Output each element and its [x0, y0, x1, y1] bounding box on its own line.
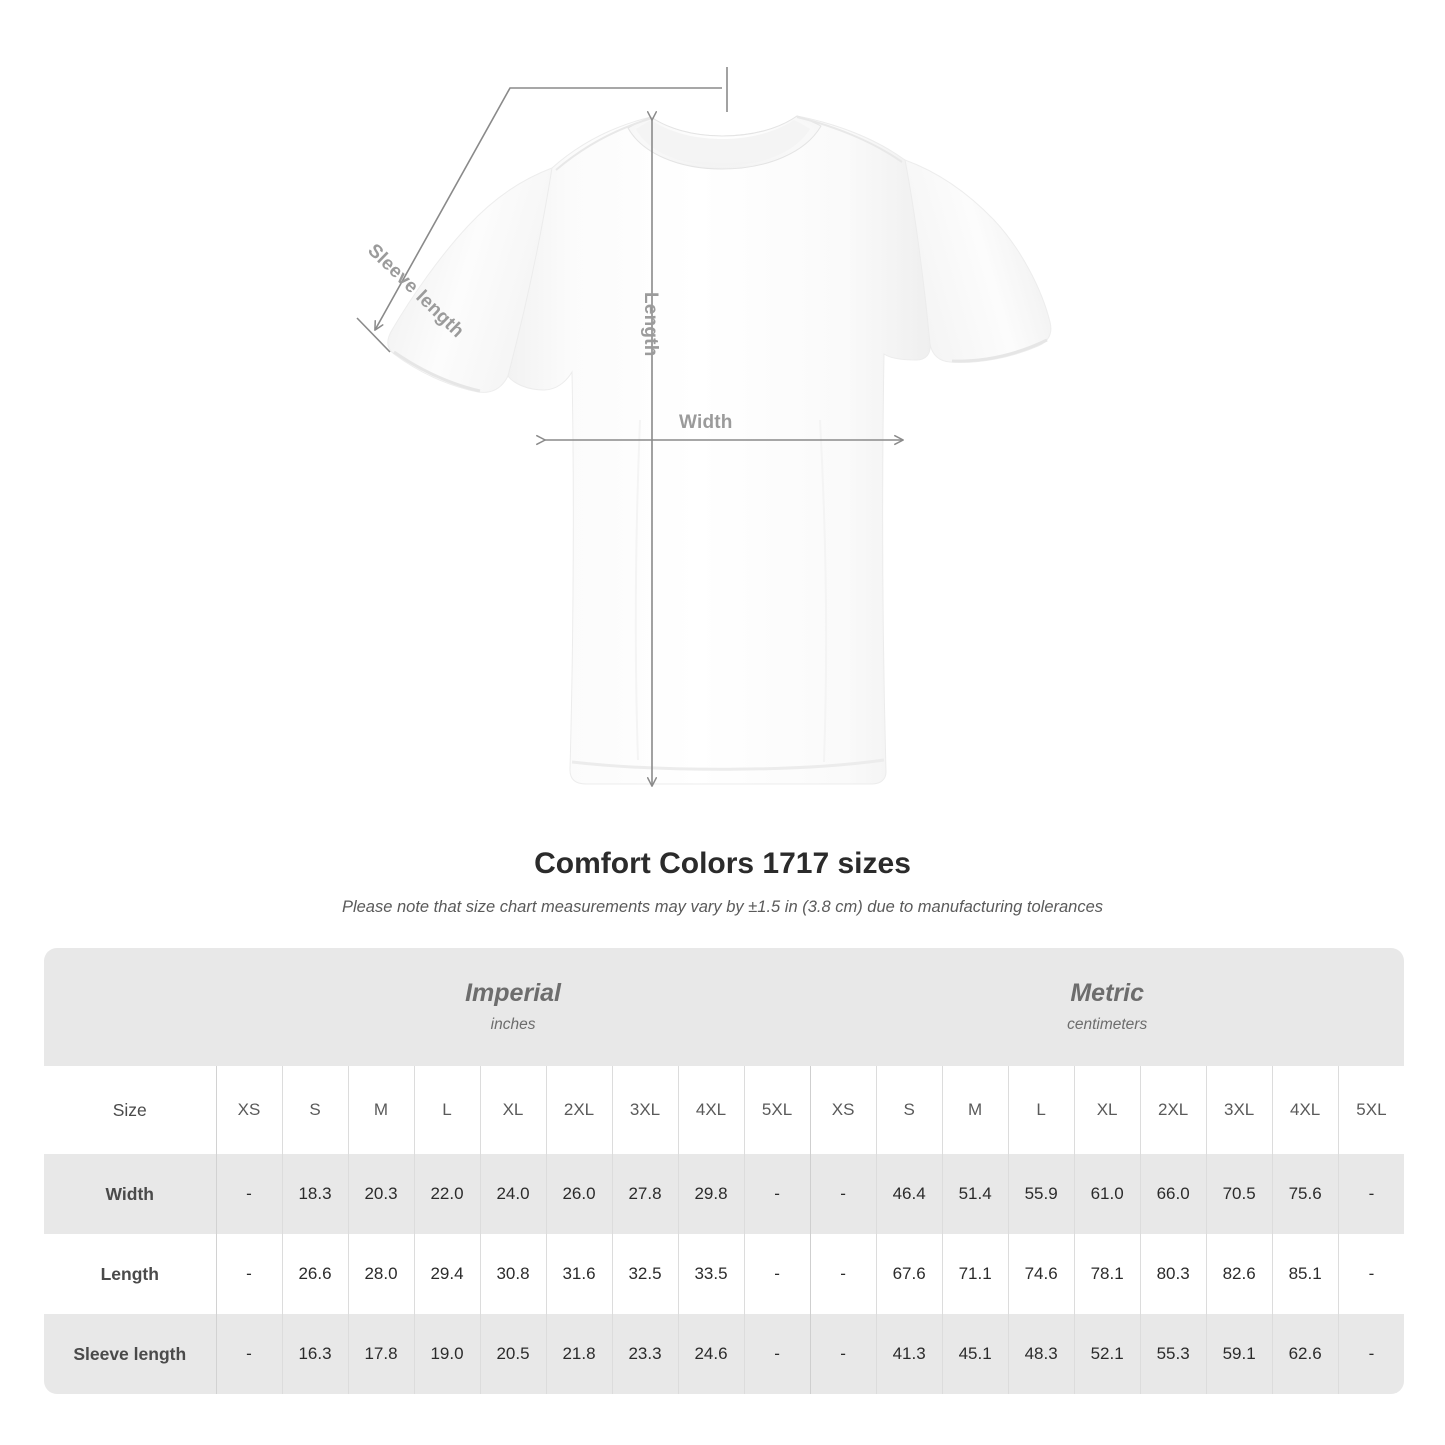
size-column-header: Size	[44, 1066, 216, 1154]
header-cell-imperial-s: S	[281, 1066, 348, 1154]
header-cell-metric-xs: XS	[809, 1066, 877, 1154]
header-cell-metric-5xl: 5XL	[1337, 1066, 1405, 1154]
cell-width-imperial-m: 20.3	[347, 1154, 414, 1234]
header-cell-metric-4xl: 4XL	[1271, 1066, 1339, 1154]
header-cell-imperial-2xl: 2XL	[545, 1066, 612, 1154]
header-cell-metric-m: M	[941, 1066, 1009, 1154]
cell-sleeve-imperial-3xl: 23.3	[611, 1314, 678, 1394]
cell-sleeve-metric-m: 45.1	[941, 1314, 1009, 1394]
cell-sleeve-imperial-m: 17.8	[347, 1314, 414, 1394]
header-cell-imperial-m: M	[347, 1066, 414, 1154]
cell-width-imperial-s: 18.3	[281, 1154, 348, 1234]
cell-length-metric-3xl: 82.6	[1205, 1234, 1273, 1314]
tshirt-illustration: Sleeve length Length Width	[356, 67, 1052, 787]
cell-length-metric-xs: -	[809, 1234, 877, 1314]
cell-sleeve-metric-s: 41.3	[875, 1314, 943, 1394]
cell-length-imperial-5xl: -	[743, 1234, 811, 1314]
header-cell-metric-2xl: 2XL	[1139, 1066, 1207, 1154]
size-chart-table-wrapper: Imperial inches Metric centimeters Size …	[44, 948, 1405, 1394]
unit-banner-spacer	[44, 948, 216, 1066]
unit-banner-row: Imperial inches Metric centimeters	[44, 948, 1405, 1066]
header-cell-imperial-l: L	[413, 1066, 480, 1154]
title-block: Comfort Colors 1717 sizes Please note th…	[0, 846, 1445, 917]
row-label-width: Width	[44, 1154, 216, 1234]
header-cell-imperial-5xl: 5XL	[743, 1066, 811, 1154]
cell-sleeve-imperial-5xl: -	[743, 1314, 811, 1394]
cell-sleeve-metric-3xl: 59.1	[1205, 1314, 1273, 1394]
cell-length-imperial-m: 28.0	[347, 1234, 414, 1314]
width-annotation-label: Width	[679, 412, 733, 433]
cell-sleeve-metric-2xl: 55.3	[1139, 1314, 1207, 1394]
size-chart-table: Imperial inches Metric centimeters Size …	[44, 948, 1405, 1394]
cell-length-metric-s: 67.6	[875, 1234, 943, 1314]
row-label-length: Length	[44, 1234, 216, 1314]
cell-width-metric-2xl: 66.0	[1139, 1154, 1207, 1234]
header-cell-metric-3xl: 3XL	[1205, 1066, 1273, 1154]
measurement-lines	[356, 67, 904, 787]
cell-width-imperial-5xl: -	[743, 1154, 811, 1234]
cell-width-imperial-xs: -	[215, 1154, 282, 1234]
length-annotation-label: Length	[640, 292, 661, 357]
cell-length-imperial-3xl: 32.5	[611, 1234, 678, 1314]
cell-length-imperial-2xl: 31.6	[545, 1234, 612, 1314]
cell-width-metric-4xl: 75.6	[1271, 1154, 1339, 1234]
cell-sleeve-metric-xl: 52.1	[1073, 1314, 1141, 1394]
page-title: Comfort Colors 1717 sizes	[534, 847, 911, 880]
tolerance-note: Please note that size chart measurements…	[341, 898, 1104, 916]
cell-sleeve-imperial-s: 16.3	[281, 1314, 348, 1394]
cell-width-metric-xl: 61.0	[1073, 1154, 1141, 1234]
cell-width-metric-s: 46.4	[875, 1154, 943, 1234]
cell-width-metric-5xl: -	[1337, 1154, 1405, 1234]
table-row: Length - 26.6 28.0 29.4 30.8 31.6 32.5 3…	[44, 1234, 1405, 1314]
cell-sleeve-imperial-2xl: 21.8	[545, 1314, 612, 1394]
cell-length-metric-4xl: 85.1	[1271, 1234, 1339, 1314]
header-cell-imperial-xs: XS	[215, 1066, 282, 1154]
tshirt-shape	[387, 115, 1052, 785]
cell-length-metric-2xl: 80.3	[1139, 1234, 1207, 1314]
cell-width-metric-xs: -	[809, 1154, 877, 1234]
header-cell-imperial-4xl: 4XL	[677, 1066, 744, 1154]
cell-width-metric-3xl: 70.5	[1205, 1154, 1273, 1234]
cell-width-metric-m: 51.4	[941, 1154, 1009, 1234]
cell-length-metric-xl: 78.1	[1073, 1234, 1141, 1314]
cell-sleeve-imperial-4xl: 24.6	[677, 1314, 744, 1394]
cell-length-metric-l: 74.6	[1007, 1234, 1075, 1314]
cell-length-imperial-xl: 30.8	[479, 1234, 546, 1314]
size-header-row: Size XS S M L XL 2XL 3XL 4XL 5XL XS S M …	[44, 1066, 1405, 1154]
cell-width-imperial-xl: 24.0	[479, 1154, 546, 1234]
cell-length-imperial-l: 29.4	[413, 1234, 480, 1314]
header-cell-imperial-xl: XL	[479, 1066, 546, 1154]
unit-group-imperial: Imperial inches	[216, 948, 811, 1066]
cell-length-metric-5xl: -	[1337, 1234, 1405, 1314]
table-row: Sleeve length - 16.3 17.8 19.0 20.5 21.8…	[44, 1314, 1405, 1394]
header-cell-metric-l: L	[1007, 1066, 1075, 1154]
imperial-unit-name: Imperial	[465, 978, 561, 1007]
cell-width-imperial-2xl: 26.0	[545, 1154, 612, 1234]
cell-sleeve-imperial-l: 19.0	[413, 1314, 480, 1394]
metric-unit-name: Metric	[1070, 978, 1144, 1007]
imperial-unit-sub: inches	[490, 1016, 536, 1034]
cell-length-imperial-4xl: 33.5	[677, 1234, 744, 1314]
header-cell-imperial-3xl: 3XL	[611, 1066, 678, 1154]
cell-sleeve-imperial-xs: -	[215, 1314, 282, 1394]
cell-width-imperial-4xl: 29.8	[677, 1154, 744, 1234]
table-row: Width - 18.3 20.3 22.0 24.0 26.0 27.8 29…	[44, 1154, 1405, 1234]
header-cell-metric-s: S	[875, 1066, 943, 1154]
cell-length-metric-m: 71.1	[941, 1234, 1009, 1314]
cell-width-metric-l: 55.9	[1007, 1154, 1075, 1234]
cell-sleeve-imperial-xl: 20.5	[479, 1314, 546, 1394]
metric-unit-sub: centimeters	[1067, 1016, 1148, 1034]
cell-width-imperial-3xl: 27.8	[611, 1154, 678, 1234]
cell-width-imperial-l: 22.0	[413, 1154, 480, 1234]
row-label-sleeve-length: Sleeve length	[44, 1314, 216, 1394]
cell-sleeve-metric-4xl: 62.6	[1271, 1314, 1339, 1394]
cell-length-imperial-s: 26.6	[281, 1234, 348, 1314]
header-cell-metric-xl: XL	[1073, 1066, 1141, 1154]
unit-group-metric: Metric centimeters	[810, 948, 1405, 1066]
cell-sleeve-metric-l: 48.3	[1007, 1314, 1075, 1394]
cell-sleeve-metric-5xl: -	[1337, 1314, 1405, 1394]
cell-length-imperial-xs: -	[215, 1234, 282, 1314]
cell-sleeve-metric-xs: -	[809, 1314, 877, 1394]
